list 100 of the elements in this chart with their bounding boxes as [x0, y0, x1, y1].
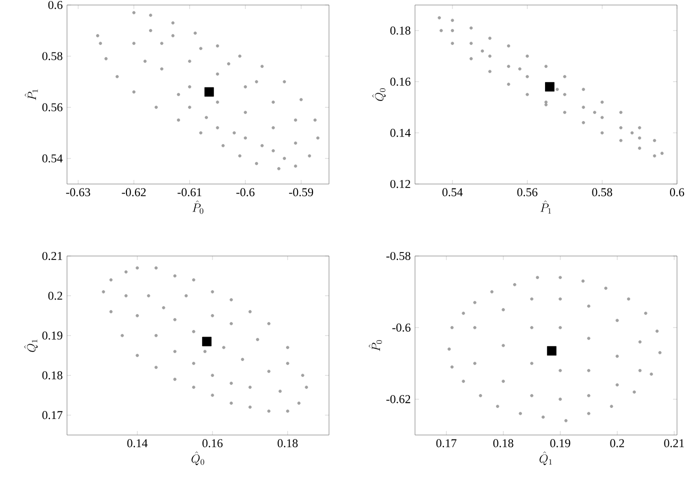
point — [294, 141, 298, 145]
point — [308, 154, 312, 158]
point — [558, 276, 562, 280]
point — [506, 64, 510, 68]
x-tick-label: 0.19 — [550, 439, 570, 448]
point — [260, 64, 264, 68]
y-tick-label: 0.16 — [390, 78, 410, 86]
point — [450, 28, 454, 32]
x-tick-label: 0.14 — [127, 439, 148, 448]
point — [188, 106, 192, 109]
point — [173, 274, 176, 278]
point — [544, 64, 548, 68]
point — [438, 16, 441, 20]
point — [638, 340, 642, 344]
point — [558, 398, 562, 401]
point — [450, 326, 454, 330]
point — [518, 412, 522, 416]
y-tick-label: 0.14 — [390, 128, 411, 137]
point — [176, 92, 180, 96]
point — [593, 110, 596, 114]
point — [638, 136, 642, 140]
point — [600, 131, 604, 134]
point — [619, 138, 622, 142]
x-axis-title: $\hat{Q}_0$ — [192, 451, 204, 466]
point — [502, 344, 505, 348]
point — [513, 283, 516, 286]
point — [600, 100, 604, 104]
point — [244, 85, 247, 88]
point — [587, 412, 590, 416]
x-tick-label: 0.58 — [592, 188, 612, 196]
point — [199, 131, 202, 134]
x-tick-label: 0.2 — [610, 439, 624, 448]
point — [277, 167, 280, 170]
point — [132, 42, 136, 45]
point — [536, 276, 540, 280]
x-tick-label: 0.16 — [202, 439, 223, 448]
x-tick-label: -0.6 — [236, 188, 254, 196]
point — [286, 410, 290, 413]
point — [203, 350, 207, 354]
point — [102, 290, 106, 294]
point — [558, 297, 562, 301]
x-tick-label: 0.17 — [436, 439, 456, 448]
y-tick-label: 0.54 — [42, 154, 63, 162]
point — [450, 18, 454, 22]
point — [616, 318, 619, 322]
point — [470, 42, 473, 45]
point — [230, 402, 233, 405]
point — [248, 310, 252, 314]
point — [652, 154, 656, 158]
point — [120, 334, 124, 338]
point — [272, 126, 275, 130]
point — [638, 126, 642, 130]
point — [630, 131, 634, 134]
point — [473, 300, 476, 304]
point — [526, 92, 529, 96]
point — [173, 350, 176, 354]
point — [581, 279, 585, 283]
point — [655, 330, 659, 333]
point — [136, 266, 139, 270]
point — [582, 106, 586, 109]
point — [496, 404, 500, 408]
point — [221, 144, 225, 148]
point — [587, 394, 590, 398]
point — [146, 294, 150, 298]
point — [267, 322, 270, 326]
point — [230, 322, 233, 326]
point — [450, 42, 454, 45]
point — [278, 390, 282, 393]
point — [192, 386, 196, 389]
point — [473, 326, 476, 330]
y-tick-label: 0.18 — [390, 26, 410, 35]
point — [644, 312, 648, 315]
point — [173, 378, 176, 381]
point — [124, 270, 128, 274]
point — [582, 121, 586, 124]
point — [294, 164, 298, 168]
point — [544, 103, 548, 106]
point — [194, 32, 197, 35]
y-axis-title: $\hat{Q}_1$ — [24, 340, 38, 352]
point — [160, 67, 164, 71]
point — [563, 110, 566, 114]
point — [162, 306, 166, 310]
point — [587, 336, 590, 340]
point — [294, 118, 298, 122]
point — [488, 70, 492, 74]
point — [542, 416, 545, 419]
point — [632, 390, 636, 394]
x-tick-label: 0.18 — [493, 439, 514, 448]
point — [488, 54, 492, 58]
point — [587, 304, 590, 308]
point — [658, 351, 662, 354]
point — [109, 310, 113, 314]
point — [652, 138, 656, 142]
point — [267, 370, 270, 373]
y-tick-label: 0.56 — [42, 103, 62, 112]
point — [188, 85, 192, 88]
point — [173, 318, 176, 322]
point — [244, 110, 247, 114]
point — [199, 46, 202, 50]
y-axis-title: $\hat{Q}_0$ — [372, 88, 386, 101]
